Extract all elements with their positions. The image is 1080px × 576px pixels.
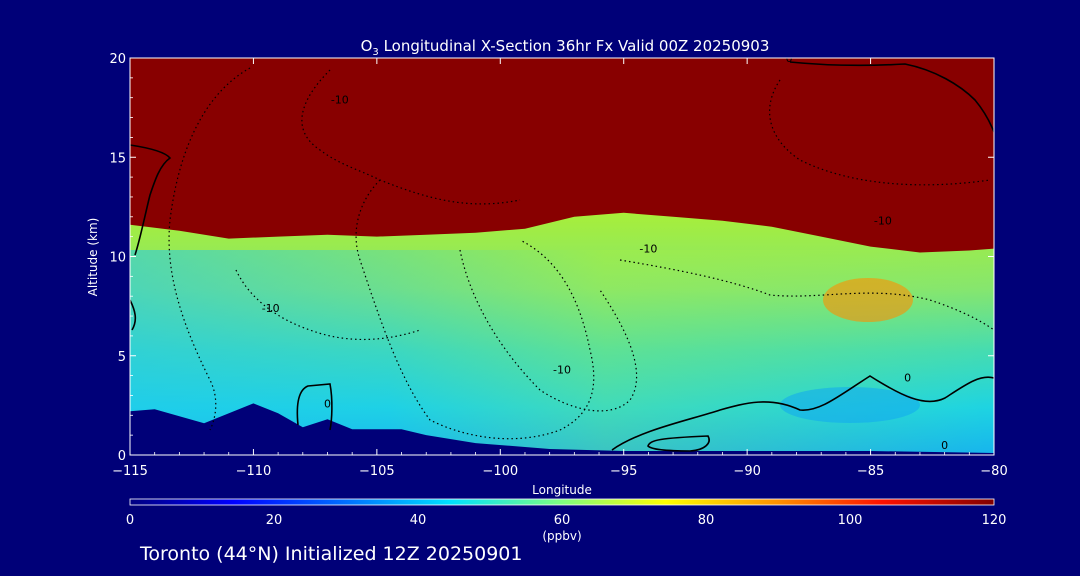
contour-label: -10 <box>331 94 349 107</box>
colorbar-tick-label: 0 <box>126 513 134 528</box>
x-tick-label: −105 <box>359 464 395 479</box>
footer-caption: Toronto (44°N) Initialized 12Z 20250901 <box>140 543 523 565</box>
ozone-field: -10 -10 -10 -10 -10 0 0 0 0 <box>130 52 994 455</box>
contour-line-zero <box>647 435 710 452</box>
contour-labels: -10 -10 -10 -10 -10 0 0 0 0 <box>262 52 948 452</box>
chart-title: O3 Longitudinal X-Section 36hr Fx Valid … <box>361 37 770 58</box>
x-tick-label: −80 <box>980 464 1007 479</box>
stratosphere-region <box>130 58 994 253</box>
y-tick-label: 20 <box>109 52 126 67</box>
x-axis: −115 −110 −105 −100 −95 −90 −85 −80 <box>112 58 1008 479</box>
contour-label: 0 <box>324 397 331 410</box>
colorbar <box>130 499 994 505</box>
colorbar-frame <box>129 498 995 506</box>
terrain-mask <box>130 403 994 455</box>
contour-line <box>459 249 638 412</box>
colorbar-tick-label: 40 <box>410 513 427 528</box>
y-axis: 0 5 10 15 20 <box>109 52 994 464</box>
contour-label: 0 <box>786 52 793 65</box>
contour-label: 0 <box>904 372 911 385</box>
colorbar-tick-label: 80 <box>698 513 715 528</box>
y-tick-label: 5 <box>118 350 126 365</box>
contour-label: -10 <box>639 243 657 256</box>
x-tick-label: −115 <box>112 464 148 479</box>
colorbar-tick-label: 100 <box>838 513 863 528</box>
contour-line-zero <box>130 299 137 331</box>
x-tick-label: −95 <box>610 464 637 479</box>
colorbar-tick-label: 60 <box>554 513 571 528</box>
contour-line <box>355 179 595 440</box>
contour-label: -10 <box>262 302 280 315</box>
x-tick-label: −110 <box>236 464 272 479</box>
x-tick-label: −85 <box>857 464 884 479</box>
contour-label: 0 <box>941 439 948 452</box>
contour-line-zero <box>611 375 994 451</box>
colorbar-ticks: 0 20 40 60 80 100 120 <box>126 513 1007 528</box>
contour-line <box>168 67 251 431</box>
contour-line-zero <box>789 61 994 133</box>
contour-label: -10 <box>553 364 571 377</box>
x-tick-label: −100 <box>482 464 518 479</box>
colorbar-tick-label: 120 <box>982 513 1007 528</box>
ozone-minimum-region <box>780 387 920 423</box>
contour-label: -10 <box>874 215 892 228</box>
x-tick-label: −90 <box>733 464 760 479</box>
y-tick-label: 15 <box>109 151 126 166</box>
y-axis-label: Altitude (km) <box>86 218 100 297</box>
contour-line-zero <box>296 383 333 431</box>
x-axis-label: Longitude <box>532 483 592 497</box>
colorbar-tick-label: 20 <box>266 513 283 528</box>
y-tick-label: 10 <box>109 251 126 266</box>
ozone-maximum-region <box>823 278 913 322</box>
contour-line <box>769 79 991 186</box>
y-tick-label: 0 <box>118 449 126 464</box>
colorbar-units-label: (ppbv) <box>542 529 581 543</box>
contour-line-zero <box>130 144 172 256</box>
contour-lines <box>130 61 994 452</box>
